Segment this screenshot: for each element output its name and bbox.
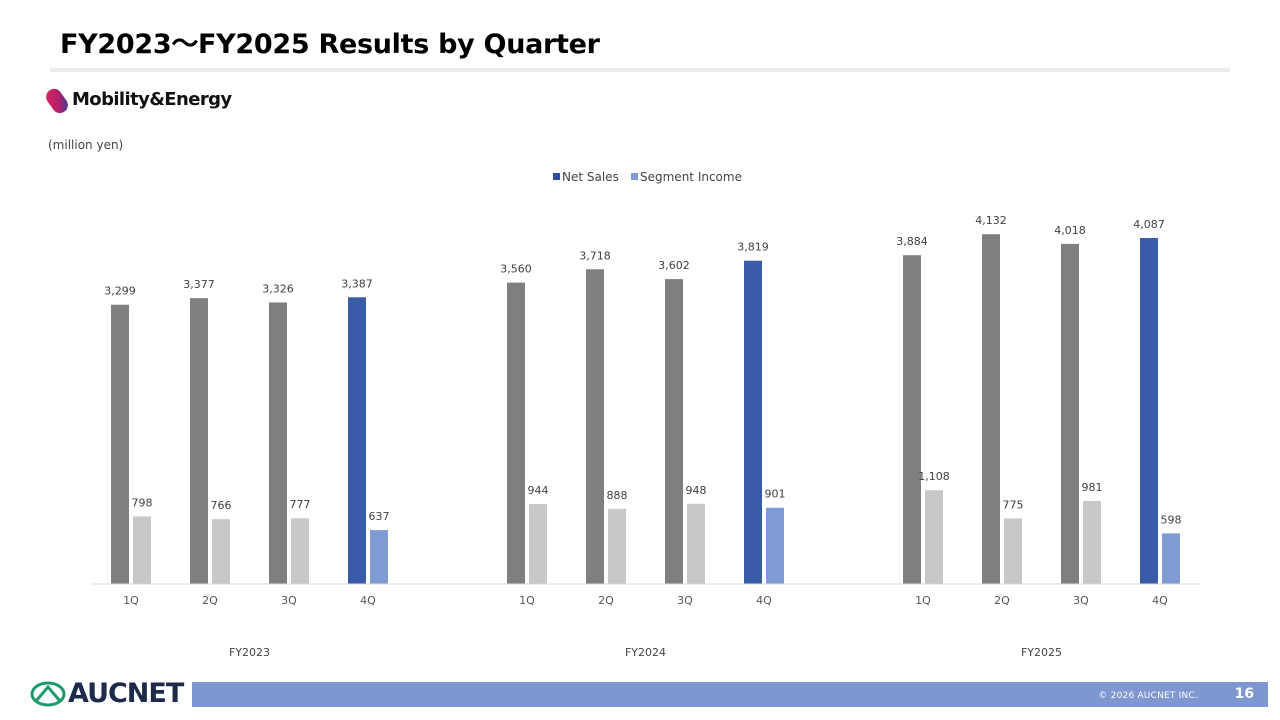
legend-label-0: Net Sales xyxy=(562,170,619,184)
data-label-segment-income-FY2025-3Q: 981 xyxy=(1082,481,1103,494)
data-label-segment-income-FY2025-2Q: 775 xyxy=(1003,498,1024,511)
x-tick-label-FY2025-3Q: 3Q xyxy=(1073,594,1089,607)
x-tick-label-FY2025-1Q: 1Q xyxy=(915,594,931,607)
segment-logo: Mobility&Energy xyxy=(46,82,232,118)
bar-net-sales-FY2024-1Q xyxy=(507,282,525,584)
data-label-segment-income-FY2023-2Q: 766 xyxy=(211,499,232,512)
bar-net-sales-FY2024-2Q xyxy=(586,269,604,584)
segment-logo-text: Mobility&Energy xyxy=(72,89,232,110)
data-label-net-sales-FY2025-1Q: 3,884 xyxy=(896,235,928,248)
x-tick-label-FY2024-2Q: 2Q xyxy=(598,594,614,607)
x-tick-label-FY2023-4Q: 4Q xyxy=(360,594,376,607)
bar-segment-income-FY2025-1Q xyxy=(925,490,943,584)
data-label-net-sales-FY2025-2Q: 4,132 xyxy=(975,214,1007,227)
data-label-net-sales-FY2024-4Q: 3,819 xyxy=(737,241,769,254)
bar-net-sales-FY2023-1Q xyxy=(111,304,129,584)
bar-segment-income-FY2025-4Q xyxy=(1162,533,1180,584)
footer-bar xyxy=(192,682,1268,707)
bar-net-sales-FY2025-1Q xyxy=(903,255,921,584)
bar-net-sales-FY2023-2Q xyxy=(190,298,208,584)
data-label-segment-income-FY2025-4Q: 598 xyxy=(1161,513,1182,526)
bar-segment-income-FY2023-1Q xyxy=(133,516,151,584)
x-tick-label-FY2025-2Q: 2Q xyxy=(994,594,1010,607)
legend-swatch-0 xyxy=(553,173,560,180)
bar-segment-income-FY2024-4Q xyxy=(766,507,784,584)
chart-legend: Net Sales Segment Income xyxy=(553,170,742,184)
legend-label-1: Segment Income xyxy=(640,170,742,184)
data-label-segment-income-FY2023-4Q: 637 xyxy=(369,510,390,523)
group-label-FY2025: FY2025 xyxy=(1021,646,1062,659)
page-title: FY2023～FY2025 Results by Quarter xyxy=(60,29,600,60)
data-label-net-sales-FY2024-3Q: 3,602 xyxy=(658,259,690,272)
title-divider xyxy=(50,68,1230,72)
data-label-segment-income-FY2024-2Q: 888 xyxy=(607,489,628,502)
bar-segment-income-FY2024-2Q xyxy=(608,508,626,584)
data-label-net-sales-FY2023-3Q: 3,326 xyxy=(262,282,294,295)
data-label-net-sales-FY2025-3Q: 4,018 xyxy=(1054,224,1086,237)
data-label-segment-income-FY2024-4Q: 901 xyxy=(765,488,786,501)
bar-net-sales-FY2025-3Q xyxy=(1061,243,1079,584)
bar-net-sales-FY2025-4Q xyxy=(1140,238,1158,584)
bar-net-sales-FY2024-3Q xyxy=(665,279,683,584)
bar-segment-income-FY2025-2Q xyxy=(1004,518,1022,584)
data-label-net-sales-FY2025-4Q: 4,087 xyxy=(1133,218,1165,231)
x-tick-label-FY2024-1Q: 1Q xyxy=(519,594,535,607)
bar-net-sales-FY2023-4Q xyxy=(348,297,366,584)
data-label-net-sales-FY2023-1Q: 3,299 xyxy=(104,285,136,298)
data-label-net-sales-FY2024-1Q: 3,560 xyxy=(500,263,532,276)
group-label-FY2024: FY2024 xyxy=(625,646,666,659)
x-tick-label-FY2023-3Q: 3Q xyxy=(281,594,297,607)
company-logo-text: AUCNET xyxy=(68,678,184,709)
bar-segment-income-FY2025-3Q xyxy=(1083,500,1101,584)
bar-net-sales-FY2025-2Q xyxy=(982,234,1000,585)
bar-segment-income-FY2023-4Q xyxy=(370,530,388,584)
x-tick-label-FY2023-1Q: 1Q xyxy=(123,594,139,607)
data-label-net-sales-FY2024-2Q: 3,718 xyxy=(579,249,611,262)
company-logo: AUCNET xyxy=(30,676,190,712)
data-label-segment-income-FY2023-3Q: 777 xyxy=(290,498,311,511)
data-label-net-sales-FY2023-4Q: 3,387 xyxy=(341,277,373,290)
bar-net-sales-FY2024-4Q xyxy=(744,260,762,584)
data-label-net-sales-FY2023-2Q: 3,377 xyxy=(183,278,215,291)
copyright-text: © 2026 AUCNET INC. xyxy=(1098,691,1198,701)
quarterly-results-chart: Net Sales Segment Income 3,299 798 1Q 3,377 7… xyxy=(93,170,1201,659)
x-tick-label-FY2025-4Q: 4Q xyxy=(1152,594,1168,607)
unit-note: (million yen) xyxy=(48,138,124,152)
bar-segment-income-FY2023-2Q xyxy=(212,519,230,584)
group-label-FY2023: FY2023 xyxy=(229,646,270,659)
data-label-segment-income-FY2025-1Q: 1,108 xyxy=(918,470,950,483)
legend-swatch-1 xyxy=(631,173,638,180)
x-tick-label-FY2024-3Q: 3Q xyxy=(677,594,693,607)
bar-segment-income-FY2024-3Q xyxy=(687,503,705,584)
bar-segment-income-FY2023-3Q xyxy=(291,518,309,584)
bar-net-sales-FY2023-3Q xyxy=(269,302,287,584)
data-label-segment-income-FY2024-1Q: 944 xyxy=(528,484,549,497)
x-tick-label-FY2024-4Q: 4Q xyxy=(756,594,772,607)
data-label-segment-income-FY2023-1Q: 798 xyxy=(132,496,153,509)
page-number: 16 xyxy=(1234,686,1254,702)
bar-segment-income-FY2024-1Q xyxy=(529,504,547,584)
x-tick-label-FY2023-2Q: 2Q xyxy=(202,594,218,607)
capsule-logo-icon xyxy=(46,88,68,114)
data-label-segment-income-FY2024-3Q: 948 xyxy=(686,484,707,497)
aucnet-leaf-icon xyxy=(30,681,66,707)
